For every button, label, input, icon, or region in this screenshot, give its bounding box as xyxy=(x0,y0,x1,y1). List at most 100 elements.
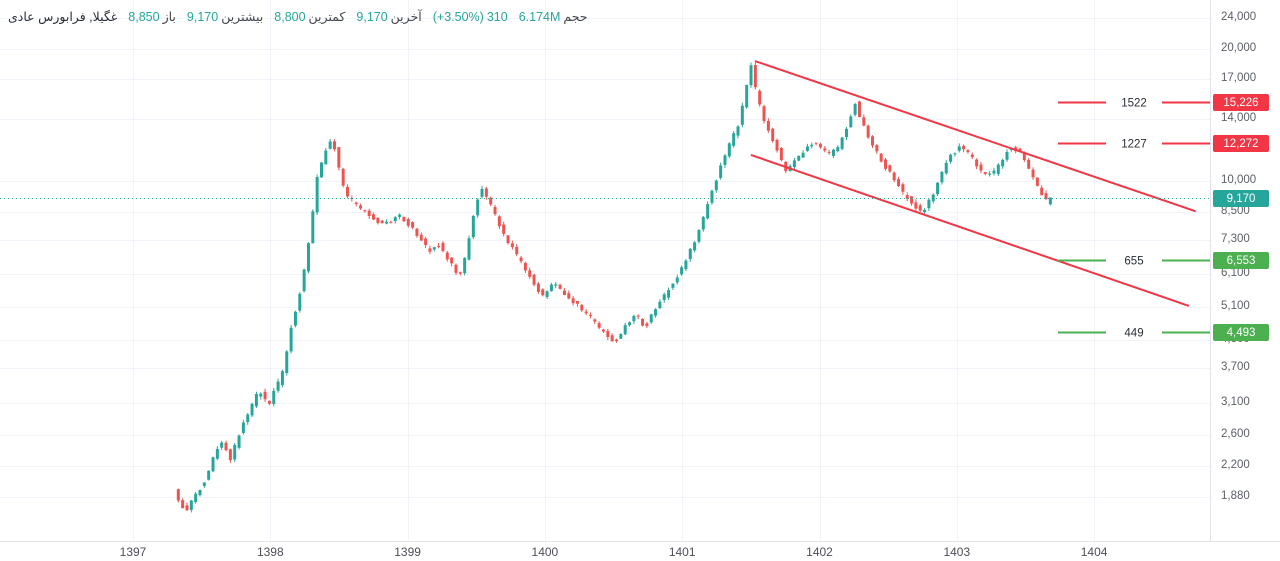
last-label: آخرین xyxy=(390,10,422,24)
candle-body xyxy=(949,154,953,162)
time-tick-label: 1403 xyxy=(943,545,971,559)
candle-body xyxy=(688,248,692,259)
candle-body xyxy=(510,243,514,248)
candle-body xyxy=(497,216,501,227)
candle-body xyxy=(285,351,289,374)
candle-body xyxy=(484,188,488,197)
candle-body xyxy=(723,155,727,165)
candle-body xyxy=(884,159,888,169)
candle-body xyxy=(836,147,840,152)
change-stat: (+3.50%) 310 xyxy=(433,10,508,24)
high-stat: 9,170 بیشترین xyxy=(187,9,263,25)
candle-body xyxy=(979,164,983,171)
candle-body xyxy=(1044,193,1048,200)
candle-body xyxy=(957,146,961,151)
candle-body xyxy=(211,457,215,472)
price-tick-label: 3,100 xyxy=(1221,396,1250,408)
candle-body xyxy=(506,235,510,244)
candle-body xyxy=(619,334,623,339)
candle-body xyxy=(992,170,996,174)
time-tick-label: 1400 xyxy=(531,545,559,559)
candle-body xyxy=(393,217,397,222)
candle-body xyxy=(914,202,918,209)
candle-body xyxy=(936,182,940,195)
candle-body xyxy=(450,257,454,264)
candle-body xyxy=(549,284,553,292)
candle-body xyxy=(289,327,293,352)
price-tick-label: 14,000 xyxy=(1221,112,1257,124)
candle-body xyxy=(927,199,931,209)
candle-body xyxy=(554,284,558,286)
candle-body xyxy=(445,252,449,260)
candle-body xyxy=(220,442,224,448)
last-value: 9,170 xyxy=(356,9,388,24)
candle-body xyxy=(489,197,493,205)
level-label[interactable]: 655 xyxy=(1124,256,1143,268)
candle-body xyxy=(541,289,545,296)
change-value: 310 xyxy=(486,9,508,24)
candle-body xyxy=(298,293,302,311)
candle-body xyxy=(597,323,601,328)
candle-body xyxy=(593,319,597,322)
candle-body xyxy=(315,176,319,213)
candle-body xyxy=(467,238,471,260)
candle-body xyxy=(480,188,484,197)
candle-body xyxy=(649,314,653,323)
candle-body xyxy=(588,314,592,316)
candle-body xyxy=(328,141,332,149)
candle-body xyxy=(732,133,736,146)
candle-body xyxy=(402,216,406,222)
low-stat: 8,800 کمترین xyxy=(274,9,345,25)
candle-body xyxy=(775,140,779,151)
candle-body xyxy=(662,294,666,300)
candle-body xyxy=(940,171,944,183)
price-axis[interactable]: 24,000 20,000 17,000 14,000 10,000 8,500 7,300… xyxy=(1210,0,1280,541)
candle-body xyxy=(519,257,523,262)
candle-body xyxy=(1022,152,1026,161)
candle-body xyxy=(910,196,914,204)
volume-stat: 6.174M حجم xyxy=(519,9,588,25)
candle-body xyxy=(897,179,901,187)
candle-body xyxy=(293,311,297,326)
candle-body xyxy=(758,90,762,105)
candle-body xyxy=(996,164,1000,174)
candle-body xyxy=(818,143,822,148)
trend-line[interactable] xyxy=(750,153,1190,307)
candle-body xyxy=(437,245,441,247)
candle-body xyxy=(749,65,753,86)
candle-body xyxy=(562,290,566,296)
candle-body xyxy=(385,221,389,224)
candle-body xyxy=(1001,159,1005,167)
candle-body xyxy=(966,150,970,153)
candle-body xyxy=(810,144,814,147)
candle-body xyxy=(406,219,410,226)
time-tick-label: 1404 xyxy=(1080,545,1108,559)
time-axis[interactable]: 1397 1398 1399 1400 1401 1402 1403 1404 xyxy=(0,541,1280,561)
candle-body xyxy=(888,165,892,172)
candle-body xyxy=(601,329,605,332)
trend-line[interactable] xyxy=(754,60,1197,213)
candle-body xyxy=(441,242,445,251)
candle-body xyxy=(706,204,710,219)
candle-body xyxy=(502,224,506,234)
candle-body xyxy=(476,199,480,216)
price-tick-label: 20,000 xyxy=(1221,42,1257,54)
last-stat: 9,170 آخرین xyxy=(356,9,422,25)
time-tick-label: 1399 xyxy=(394,545,421,559)
candle-body xyxy=(575,301,579,304)
level-label[interactable]: 1522 xyxy=(1121,98,1147,110)
candle-body xyxy=(1035,177,1039,186)
candle-body xyxy=(411,222,415,228)
candle-body xyxy=(710,190,714,203)
price-chart-canvas[interactable]: 1522 1227 655 449 xyxy=(0,0,1210,541)
candle-body xyxy=(901,184,905,192)
candle-body xyxy=(1018,148,1022,151)
candle-body xyxy=(471,215,475,238)
level-label[interactable]: 1227 xyxy=(1121,139,1147,151)
candle-body xyxy=(849,116,853,128)
candle-body xyxy=(194,493,198,503)
candle-body xyxy=(975,159,979,167)
level-label[interactable]: 449 xyxy=(1124,328,1143,340)
candle-body xyxy=(875,145,879,152)
